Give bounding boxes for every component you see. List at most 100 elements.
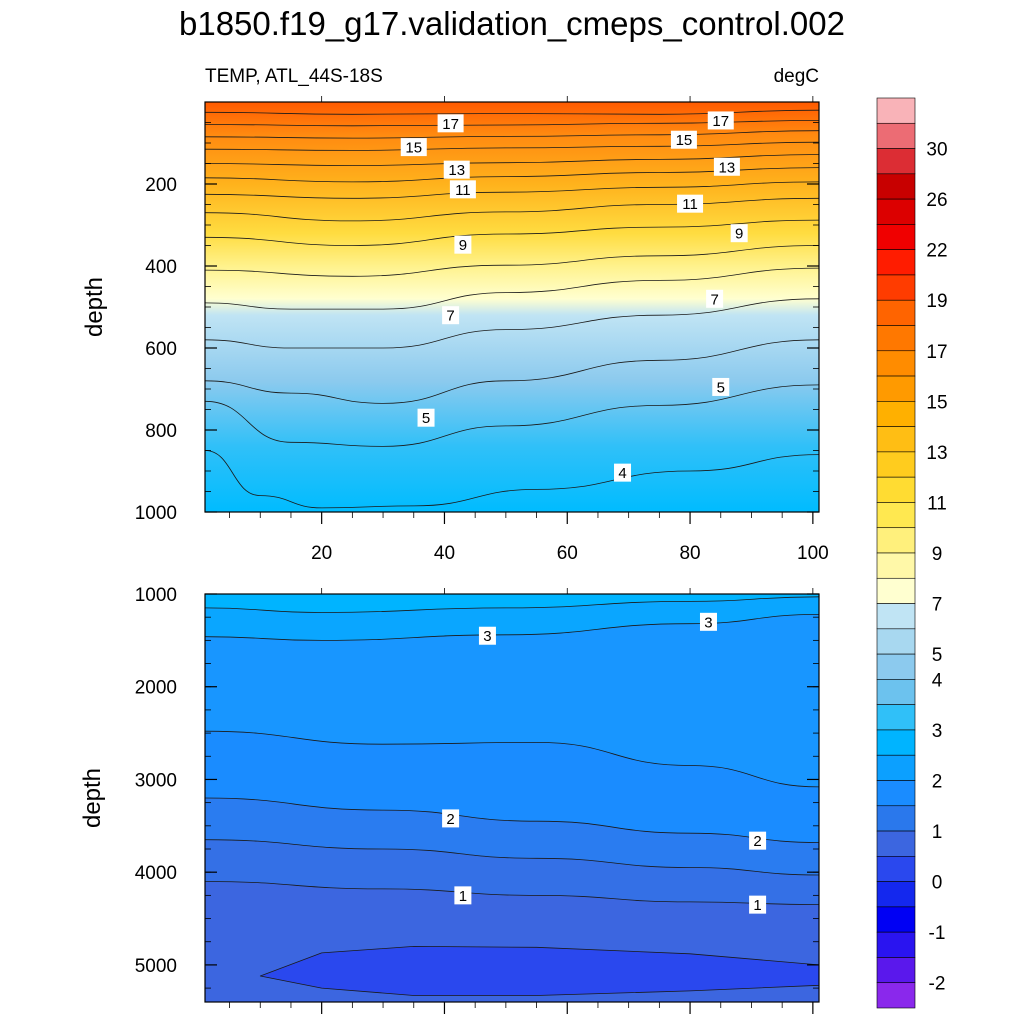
- contour-label: 17: [437, 114, 464, 133]
- contour-label-box: [614, 463, 632, 482]
- colorbar-tick-label: 1: [932, 822, 943, 843]
- colorbar-tick-label: 4: [932, 670, 943, 691]
- colorbar-box: [876, 830, 916, 857]
- contour-line: [205, 797, 819, 843]
- colorbar-box: [876, 780, 916, 807]
- contour-label-box: [670, 130, 697, 149]
- contour-label-box: [449, 180, 476, 199]
- contour-label: 2: [442, 809, 460, 828]
- colorbar-tick-label: 2: [932, 772, 943, 793]
- contour-line: [205, 141, 819, 151]
- colorbar-box: [876, 982, 916, 1009]
- contour-label-text: 1: [459, 888, 467, 905]
- lower-panel-frame: [204, 593, 820, 1003]
- contour-label-text: 17: [442, 116, 459, 133]
- colorbar-box: [876, 931, 916, 958]
- contour-line: [205, 450, 819, 509]
- colorbar-tick-label: 26: [926, 190, 947, 211]
- contour-label-text: 13: [448, 162, 465, 179]
- lower-contour-lines: [205, 596, 819, 905]
- lower-contour-fills: [205, 594, 819, 1002]
- contour-label-box: [437, 114, 464, 133]
- colorbar-tick-label: 3: [932, 721, 943, 742]
- contour-line: [205, 130, 819, 139]
- colorbar-box: [876, 729, 916, 756]
- contour-label: 15: [670, 130, 697, 149]
- colorbar-box: [876, 325, 916, 352]
- contour-label-text: 13: [719, 159, 736, 176]
- colorbar-box: [876, 628, 916, 655]
- colorbar-tick-label: 7: [932, 595, 943, 616]
- colorbar-box: [876, 224, 916, 250]
- contour-label-box: [478, 626, 496, 645]
- upper-contour-lines: [205, 109, 819, 509]
- y-tick-label: 1000: [135, 585, 177, 606]
- left-string: TEMP, ATL_44S-18S: [205, 66, 383, 87]
- contour-label-text: 2: [753, 833, 761, 850]
- contour-label-text: 11: [682, 196, 698, 213]
- colorbar-box: [876, 881, 916, 908]
- colorbar: 30 26 22 19 17 15 13 11 9 7 5 4 3 2 1 0 -1 -2: [876, 97, 948, 1009]
- contour-label-box: [677, 194, 704, 213]
- colorbar-box: [876, 299, 916, 326]
- contour-label-text: 2: [446, 811, 454, 828]
- contour-label: 7: [706, 289, 724, 308]
- colorbar-tick-label: 13: [926, 443, 947, 464]
- colorbar-box: [876, 198, 916, 225]
- colorbar-tick-label: 22: [926, 241, 947, 262]
- contour-line: [205, 730, 819, 788]
- y-tick-label: 5000: [135, 956, 177, 977]
- contour-label: 11: [449, 180, 476, 199]
- contour-label-text: 5: [717, 379, 725, 396]
- chart-title: b1850.f19_g17.validation_cmeps_control.0…: [179, 5, 845, 42]
- contour-line: [205, 267, 819, 310]
- y-tick-label: 200: [145, 175, 177, 196]
- colorbar-box: [876, 375, 916, 402]
- colorbar-box: [876, 97, 916, 124]
- contour-label-box: [443, 160, 470, 179]
- contour-label-text: 3: [704, 614, 712, 631]
- contour-label-box: [706, 289, 724, 308]
- contour-line: [205, 339, 819, 404]
- contour-label: 9: [454, 235, 472, 254]
- colorbar-tick-label: -1: [929, 923, 946, 944]
- colorbar-box: [876, 122, 916, 149]
- contour-label: 9: [730, 224, 748, 243]
- upper-axis-ticks: 200 400 600 800 1000 20 40 60 80 100: [135, 96, 829, 564]
- contour-line: [205, 614, 819, 641]
- colorbar-tick-label: 17: [926, 342, 947, 363]
- contour-label: 4: [614, 463, 632, 482]
- upper-panel: 17 17 15 15 13 13 11 11 9 9 7 7 5 5 4 200 400 600 800 1000…: [81, 96, 829, 564]
- contour-label-box: [707, 111, 734, 130]
- colorbar-tick-label: 15: [926, 392, 947, 413]
- lower-contour-labels: 3 3 2 2 1 1: [442, 612, 767, 914]
- contour-label: 2: [749, 831, 767, 850]
- contour-line: [205, 181, 819, 199]
- contour-label-text: 9: [459, 237, 467, 254]
- y-tick-label: 1000: [135, 503, 177, 524]
- y-tick-label: 600: [145, 339, 177, 360]
- colorbar-box: [876, 426, 916, 453]
- contour-label-text: 7: [710, 291, 718, 308]
- upper-contour-labels: 17 17 15 15 13 13 11 11 9 9 7 7 5 5 4: [400, 111, 748, 482]
- contour-label-text: 9: [735, 226, 743, 243]
- contour-label-box: [442, 306, 460, 325]
- contour-label-box: [730, 224, 748, 243]
- contour-label-box: [749, 895, 767, 914]
- colorbar-tick-label: 0: [932, 873, 943, 894]
- contour-label-text: 3: [483, 628, 491, 645]
- colorbar-box: [876, 653, 916, 680]
- colorbar-tick-label: -2: [929, 974, 946, 995]
- contour-line: [205, 298, 819, 349]
- contour-label-box: [749, 831, 767, 850]
- colorbar-box: [876, 274, 916, 301]
- colorbar-box: [876, 527, 916, 554]
- x-tick-label: 80: [679, 543, 700, 564]
- upper-y-axis-label: depth: [81, 277, 108, 337]
- colorbar-box: [876, 476, 916, 503]
- colorbar-tick-label: 5: [932, 645, 943, 666]
- contour-label-box: [699, 612, 717, 631]
- contour-line: [205, 197, 819, 222]
- contour-label: 1: [749, 895, 767, 914]
